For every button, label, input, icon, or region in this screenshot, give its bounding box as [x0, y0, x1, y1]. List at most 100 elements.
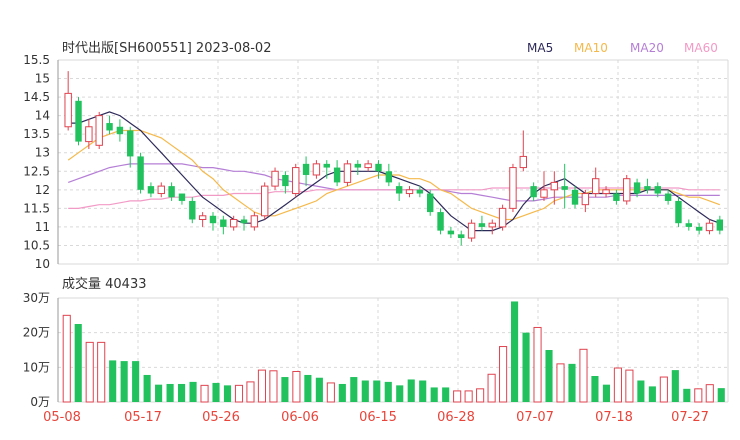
- candle: [644, 178, 651, 194]
- volume-bar-up: [62, 314, 71, 403]
- candle-body-up: [519, 155, 528, 169]
- candle-body-up: [292, 167, 300, 195]
- volume-tick-label: 30万: [23, 291, 50, 305]
- volume-bar-up: [85, 341, 94, 403]
- candle-body-down: [220, 219, 227, 227]
- volume-bar-up: [579, 348, 588, 403]
- candle: [229, 215, 238, 231]
- volume-bar-down: [178, 383, 186, 402]
- candle-body-down: [395, 186, 403, 194]
- candle-body-down: [416, 189, 424, 194]
- candle: [550, 171, 559, 205]
- volume-bar-up: [97, 341, 106, 403]
- candle: [271, 167, 279, 190]
- price-tick-label: 14: [35, 109, 50, 123]
- candlesticks: [64, 71, 724, 246]
- candle-body-down: [716, 219, 724, 231]
- volume-bar-up: [269, 370, 278, 403]
- date-label: 07-27: [671, 410, 709, 425]
- candle-body-up: [581, 193, 590, 206]
- candle: [705, 219, 714, 235]
- ma5-line: [68, 111, 721, 232]
- volume-bar-down: [591, 376, 599, 402]
- volume-bar-down: [132, 361, 140, 402]
- volume-bar-down: [189, 381, 197, 402]
- candle: [137, 152, 144, 194]
- candle-body-up: [623, 178, 631, 202]
- candle: [581, 189, 590, 213]
- volume-bar-down: [361, 380, 369, 402]
- volume-bar-down: [143, 374, 151, 402]
- candle: [292, 163, 300, 198]
- candle: [178, 193, 186, 205]
- candle: [323, 160, 330, 179]
- candle: [147, 182, 155, 198]
- candle-body-up: [343, 163, 352, 183]
- candle-body-up: [64, 92, 72, 128]
- date-label: 05-08: [43, 410, 81, 425]
- candle-body-down: [178, 193, 186, 201]
- volume-bar-down: [120, 361, 128, 402]
- candle: [157, 182, 165, 198]
- candle: [695, 223, 703, 235]
- candle: [540, 171, 548, 201]
- candle: [64, 71, 72, 131]
- volume-bar-down: [338, 383, 346, 402]
- volume-bar-down: [683, 388, 691, 402]
- volume-bar-up: [556, 363, 565, 403]
- candle: [654, 182, 661, 198]
- candle-body-up: [229, 218, 238, 228]
- candle-body-down: [478, 223, 486, 227]
- volume-bar-down: [671, 370, 679, 402]
- candle: [220, 215, 227, 235]
- candle: [519, 130, 528, 172]
- candle-body-up: [705, 222, 714, 232]
- volume-bar-down: [109, 360, 117, 402]
- candle-body-down: [437, 212, 444, 231]
- price-y-axis: 15.5 15 14.5 14 13.5 13 12.5 12 11.5 11 10.5 10: [23, 53, 50, 271]
- candle-body-down: [354, 163, 362, 168]
- volume-title: 成交量 40433: [62, 276, 147, 292]
- candle: [168, 182, 175, 201]
- candle-body-up: [95, 115, 103, 146]
- candle-body-down: [613, 193, 620, 201]
- volume-bar-down: [430, 387, 438, 402]
- candle: [127, 126, 134, 168]
- date-label: 06-28: [437, 410, 475, 425]
- ma10-line: [67, 129, 721, 221]
- date-label: 06-06: [281, 410, 319, 425]
- price-tick-label: 12.5: [23, 164, 50, 178]
- chart-title: 时代出版[SH600551] 2023-08-02: [62, 41, 271, 56]
- candle-body-down: [426, 193, 434, 213]
- candle-body-up: [488, 222, 496, 228]
- price-tick-label: 11.5: [23, 201, 50, 215]
- candle: [716, 215, 724, 235]
- candle: [675, 197, 682, 227]
- volume-bar-down: [74, 324, 82, 402]
- volume-bar-up: [464, 390, 473, 403]
- date-label: 07-18: [595, 410, 633, 425]
- candle-body-up: [498, 207, 507, 228]
- candle: [664, 189, 672, 205]
- candle: [478, 215, 486, 231]
- candle-body-up: [364, 163, 372, 169]
- candle-body-down: [302, 163, 310, 175]
- volume-bar-down: [545, 350, 553, 402]
- candle: [333, 160, 341, 187]
- candle: [260, 182, 269, 220]
- candle: [530, 182, 537, 201]
- volume-bar-up: [453, 390, 462, 403]
- price-tick-label: 13: [35, 146, 50, 160]
- candle: [458, 230, 465, 246]
- candle-body-down: [323, 163, 330, 168]
- candle-body-down: [106, 123, 113, 131]
- candle-body-up: [198, 215, 207, 220]
- price-tick-label: 13.5: [23, 127, 50, 141]
- candle-body-down: [633, 182, 641, 194]
- candle-body-down: [147, 186, 155, 194]
- date-label: 07-07: [516, 410, 554, 425]
- ma-legend: MA5 MA10 MA20 MA60: [527, 41, 718, 55]
- volume-y-axis: 30万 20万 10万 0万: [23, 291, 50, 409]
- volume-bar-down: [568, 363, 576, 402]
